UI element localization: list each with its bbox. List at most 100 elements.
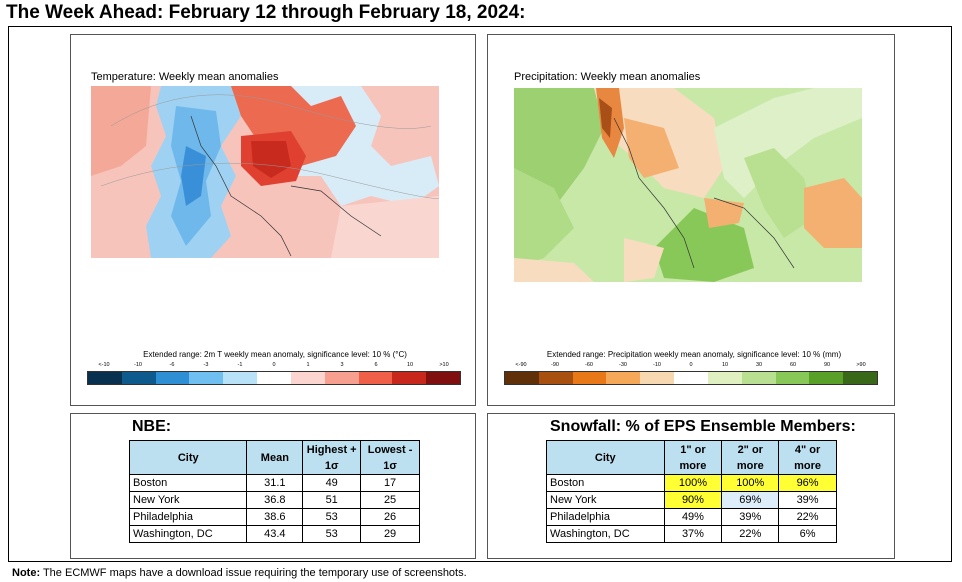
temperature-colorbar-color-7 xyxy=(324,372,359,384)
note-label: Note: xyxy=(12,567,41,579)
temperature-colorbar-tick-label: 1 xyxy=(306,362,310,368)
precipitation-colorbar-title: Extended range: Precipitation weekly mea… xyxy=(546,350,842,359)
snowfall-city: Philadelphia xyxy=(546,508,665,526)
snowfall-1in: 90% xyxy=(663,491,723,509)
precipitation-colorbar-tick-label: -10 xyxy=(653,362,661,368)
table-row: Boston 31.1 49 17 xyxy=(128,474,420,492)
temperature-colorbar-color-0 xyxy=(88,372,122,384)
precipitation-colorbar-color-8 xyxy=(775,372,810,384)
snowfall-city: New York xyxy=(546,491,665,509)
snowfall-4in: 96% xyxy=(778,474,837,492)
snowfall-title: Snowfall: % of EPS Ensemble Members: xyxy=(550,418,856,435)
nbe-highest: 49 xyxy=(302,474,362,492)
nbe-header-mean: Mean xyxy=(246,440,304,475)
nbe-city: Washington, DC xyxy=(128,525,248,543)
precipitation-map-panel: Precipitation: Weekly mean anomalies xyxy=(487,34,895,406)
nbe-mean: 36.8 xyxy=(246,491,304,509)
temperature-colorbar-tick-label: <-10 xyxy=(98,362,110,368)
temperature-colorbar-tick-label: 10 xyxy=(406,362,414,368)
snowfall-header-row: City 1" or more 2" or more 4" or more xyxy=(546,440,837,475)
snowfall-2in: 39% xyxy=(721,508,780,526)
nbe-lowest: 25 xyxy=(360,491,420,509)
precipitation-colorbar-color-6 xyxy=(707,372,742,384)
temperature-colorbar-tick-label: >10 xyxy=(439,362,449,368)
precipitation-colorbar-color-2 xyxy=(572,372,607,384)
temperature-anomaly-map xyxy=(91,86,439,258)
temperature-colorbar-tick-label: -6 xyxy=(169,362,175,368)
nbe-title: NBE: xyxy=(132,418,172,435)
page-title: The Week Ahead: February 12 through Febr… xyxy=(6,2,526,23)
temperature-colorbar-color-2 xyxy=(155,372,190,384)
precipitation-colorbar-tick-label: 10 xyxy=(721,362,729,368)
nbe-panel: NBE: City Mean Highest + 1σ Lowest - 1σ … xyxy=(70,413,476,559)
nbe-highest: 51 xyxy=(302,491,362,509)
temperature-colorbar-color-3 xyxy=(189,372,224,384)
temperature-colorbar-color-6 xyxy=(290,372,325,384)
nbe-table: City Mean Highest + 1σ Lowest - 1σ Bosto… xyxy=(128,440,420,543)
precipitation-colorbar-color-1 xyxy=(538,372,573,384)
precipitation-colorbar-color-3 xyxy=(606,372,641,384)
nbe-header-lowest: Lowest - 1σ xyxy=(360,440,420,475)
precipitation-colorbar-color-5 xyxy=(674,372,708,384)
snowfall-2in: 22% xyxy=(721,525,780,543)
snowfall-4in: 6% xyxy=(778,525,837,543)
snowfall-header-4in: 4" or more xyxy=(778,440,837,475)
precipitation-colorbar-color-9 xyxy=(809,372,844,384)
precipitation-colorbar-color-4 xyxy=(640,372,675,384)
nbe-lowest: 29 xyxy=(360,525,420,543)
precipitation-colorbar-tick-label: 60 xyxy=(789,362,797,368)
temperature-colorbar-color-5 xyxy=(257,372,291,384)
precipitation-colorbar-tick-label: -30 xyxy=(619,362,627,368)
snowfall-panel: Snowfall: % of EPS Ensemble Members: Cit… xyxy=(487,413,895,559)
note-text: The ECMWF maps have a download issue req… xyxy=(40,567,467,579)
nbe-lowest: 17 xyxy=(360,474,420,492)
snowfall-1in: 100% xyxy=(663,474,723,492)
precipitation-colorbar-tick-label: >90 xyxy=(856,362,866,368)
nbe-mean: 31.1 xyxy=(246,474,304,492)
nbe-header-row: City Mean Highest + 1σ Lowest - 1σ xyxy=(128,440,420,475)
nbe-city: Philadelphia xyxy=(128,508,248,526)
temperature-colorbar-tick-label: 3 xyxy=(340,362,344,368)
snowfall-1in: 49% xyxy=(663,508,723,526)
nbe-header-highest: Highest + 1σ xyxy=(302,440,362,475)
precipitation-map-label: Precipitation: Weekly mean anomalies xyxy=(514,71,701,83)
table-row: Boston 100% 100% 96% xyxy=(546,474,837,492)
precipitation-colorbar-tick-label: -90 xyxy=(551,362,559,368)
nbe-mean: 43.4 xyxy=(246,525,304,543)
snowfall-4in: 22% xyxy=(778,508,837,526)
snowfall-city: Boston xyxy=(546,474,665,492)
snowfall-2in: 100% xyxy=(721,474,780,492)
temperature-colorbar-color-4 xyxy=(223,372,258,384)
precipitation-colorbar-tick-label: <-90 xyxy=(515,362,527,368)
temperature-colorbar-tick-label: 0 xyxy=(272,362,276,368)
precipitation-colorbar-color-0 xyxy=(505,372,539,384)
snowfall-2in: 69% xyxy=(721,491,780,509)
table-row: Washington, DC 43.4 53 29 xyxy=(128,525,420,543)
precipitation-colorbar-tick-label: 0 xyxy=(689,362,693,368)
precipitation-colorbar-color-7 xyxy=(741,372,776,384)
table-row: New York 90% 69% 39% xyxy=(546,491,837,509)
temperature-colorbar-tick-label: -10 xyxy=(134,362,142,368)
precipitation-colorbar-tick-label: 30 xyxy=(755,362,763,368)
nbe-lowest: 26 xyxy=(360,508,420,526)
table-row: Philadelphia 38.6 53 26 xyxy=(128,508,420,526)
precipitation-colorbar-tick-label: -60 xyxy=(585,362,593,368)
nbe-header-city: City xyxy=(128,440,248,475)
temperature-colorbar-color-9 xyxy=(392,372,427,384)
table-row: Philadelphia 49% 39% 22% xyxy=(546,508,837,526)
temperature-colorbar-color-10 xyxy=(426,372,460,384)
table-row: Washington, DC 37% 22% 6% xyxy=(546,525,837,543)
precipitation-colorbar-color-10 xyxy=(843,372,877,384)
nbe-mean: 38.6 xyxy=(246,508,304,526)
main-frame: Temperature: Weekly mean anomalies Exten… xyxy=(8,26,952,562)
temperature-colorbar-tick-label: -1 xyxy=(237,362,243,368)
temperature-colorbar-tick-label: 6 xyxy=(374,362,378,368)
snowfall-header-2in: 2" or more xyxy=(721,440,780,475)
temperature-colorbar-ticks: <-10 -10 -6 -3 -1 0 1 3 6 10 >10 xyxy=(87,362,461,370)
temperature-colorbar-tick-label: -3 xyxy=(203,362,209,368)
precipitation-colorbar-ticks: <-90 -90 -60 -30 -10 0 10 30 60 90 >90 xyxy=(504,362,878,370)
temperature-colorbar-color-1 xyxy=(121,372,156,384)
precipitation-colorbar-tick-label: 90 xyxy=(823,362,831,368)
table-row: New York 36.8 51 25 xyxy=(128,491,420,509)
snowfall-table: City 1" or more 2" or more 4" or more Bo… xyxy=(546,440,837,543)
